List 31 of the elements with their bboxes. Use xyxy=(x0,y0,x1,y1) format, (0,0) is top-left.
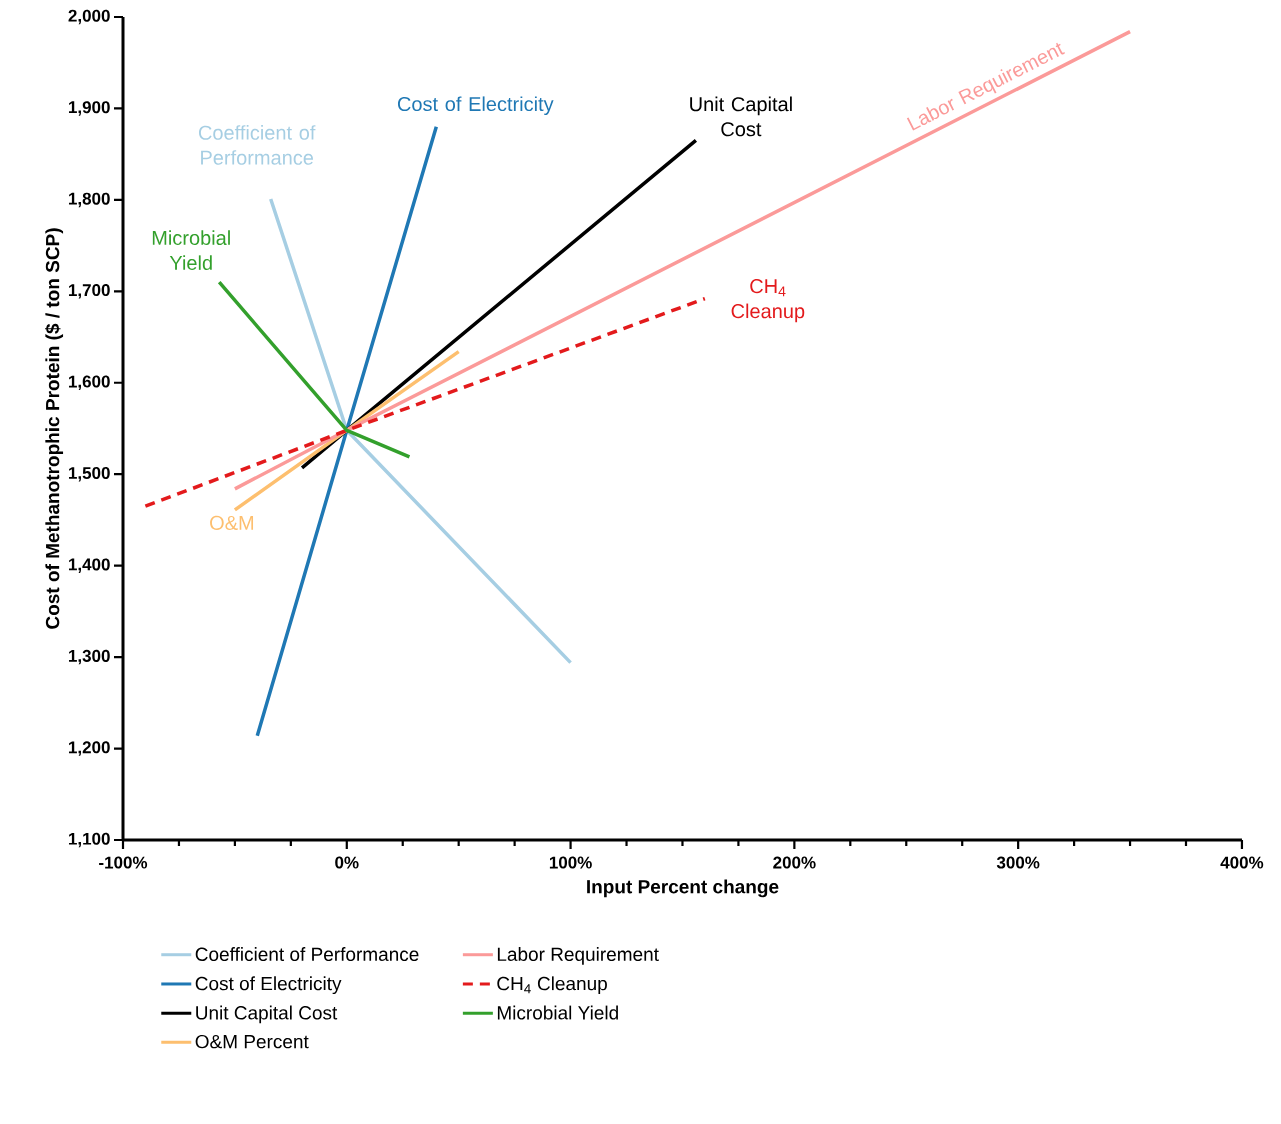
y-tick-label: 1,100 xyxy=(68,832,110,848)
x-tick-label: 300% xyxy=(996,856,1040,869)
annotation: O&M xyxy=(210,515,254,530)
y-tick-label: 1,500 xyxy=(68,466,110,482)
y-axis-title: Cost of Methanotrophic Protein ($ / ton SCP) xyxy=(45,228,64,629)
y-tick-label: 1,900 xyxy=(68,101,110,116)
y-tick-label: 1,300 xyxy=(68,649,110,665)
x-tick-label: 200% xyxy=(773,856,816,869)
x-axis-title: Input Percent change xyxy=(587,879,779,898)
x-tick-label: 400% xyxy=(1220,856,1264,869)
legend-label: Unit Capital Cost xyxy=(196,1005,338,1024)
annotation: Unit Capital Cost xyxy=(690,96,792,137)
legend-label: Cost of Electricity xyxy=(195,976,342,995)
y-tick-label: 1,600 xyxy=(68,375,110,391)
annotation: CH$_{4}$ Cleanup xyxy=(731,279,805,323)
legend-label: Coefficient of Performance xyxy=(195,947,419,962)
y-tick-label: 1,400 xyxy=(68,558,110,573)
legend-label: CH$_{4}$ Cleanup xyxy=(497,976,607,995)
y-tick-label: 1,700 xyxy=(68,284,110,299)
legend-label: Labor Requirement xyxy=(497,947,659,965)
y-tick-label: 1,200 xyxy=(68,741,110,756)
x-tick-label: 0% xyxy=(335,856,359,869)
y-tick-label: 1,800 xyxy=(68,192,110,208)
annotation: Microbial Yield xyxy=(152,230,230,271)
legend-label: O&M Percent xyxy=(195,1034,309,1049)
x-tick-label: 100% xyxy=(549,856,592,869)
annotation: Cost of Electricity xyxy=(397,96,554,116)
x-tick-label: -100% xyxy=(99,856,148,869)
annotation: Coefficient of Performance xyxy=(198,125,316,165)
legend-label: Microbial Yield xyxy=(497,1005,618,1020)
y-tick-label: 2,000 xyxy=(68,9,110,25)
